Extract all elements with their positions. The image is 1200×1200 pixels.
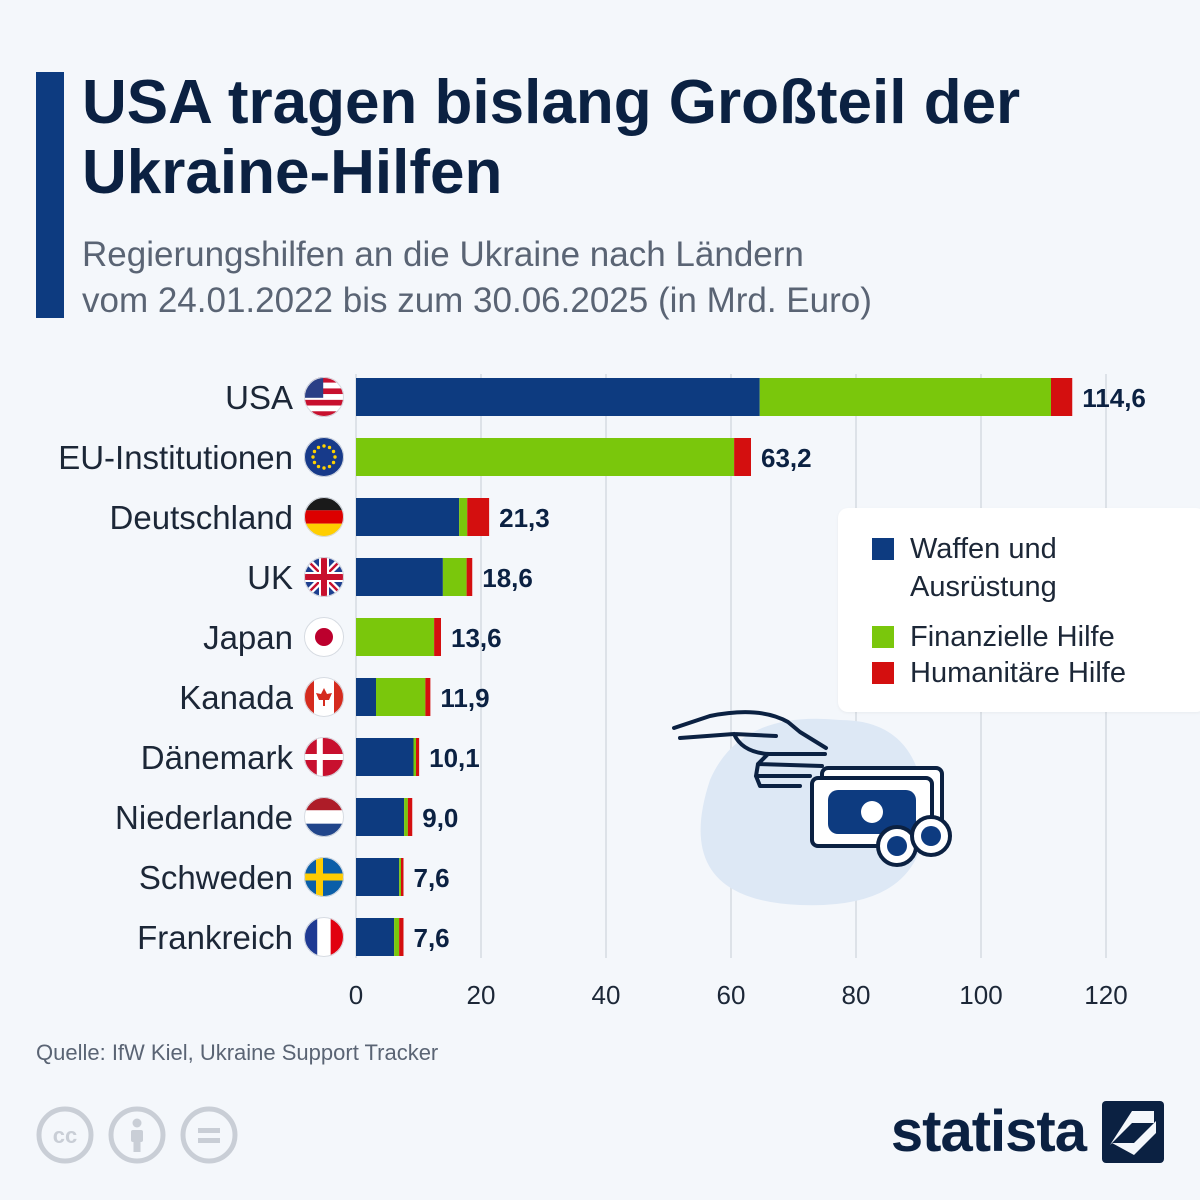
value-label-8: 7,6 [414, 863, 450, 893]
bar-2-series-2 [467, 498, 490, 536]
subtitle-line-2: vom 24.01.2022 bis zum 30.06.2025 (in Mr… [82, 281, 872, 320]
attribution-icon[interactable] [108, 1106, 166, 1164]
banknote-dot [861, 801, 883, 823]
value-label-4: 13,6 [451, 623, 502, 653]
bar-6-series-0 [356, 738, 414, 776]
x-tick-label-20: 20 [467, 980, 496, 1010]
legend-label-waffen: Waffen und Ausrüstung [910, 533, 1057, 603]
x-tick-label-0: 0 [349, 980, 363, 1010]
category-label-5: Kanada [179, 679, 293, 716]
x-tick-label-40: 40 [592, 980, 621, 1010]
flag-uk-icon [304, 557, 344, 597]
x-tick-label-60: 60 [717, 980, 746, 1010]
bar-5-series-0 [356, 678, 376, 716]
coin-1-center [887, 836, 907, 856]
legend: Waffen und Ausrüstung Finanzielle Hilfe … [838, 508, 1200, 712]
flag-sweden-icon [304, 857, 344, 897]
bar-3-series-1 [442, 558, 467, 596]
source-note: Quelle: IfW Kiel, Ukraine Support Tracke… [36, 1040, 439, 1065]
x-tick-label-100: 100 [959, 980, 1002, 1010]
bar-1-series-2 [734, 438, 751, 476]
legend-item-finanz: Finanzielle Hilfe [872, 618, 1180, 656]
value-label-0: 114,6 [1082, 383, 1146, 413]
bar-6-series-1 [413, 738, 416, 776]
chart-subtitle: Regierungshilfen an die Ukraine nach Län… [82, 232, 1162, 324]
flag-eu-icon [304, 437, 344, 477]
bar-7-series-1 [404, 798, 408, 836]
bar-3-series-2 [466, 558, 473, 596]
bar-1-series-1 [356, 438, 735, 476]
bar-0-series-1 [759, 378, 1051, 416]
legend-swatch-humanitaer [872, 662, 894, 684]
legend-swatch-waffen [872, 538, 894, 560]
brand-wordmark: statista [890, 1099, 1087, 1164]
bar-7-series-0 [356, 798, 405, 836]
bar-3-series-0 [356, 558, 443, 596]
legend-item-waffen: Waffen und Ausrüstung [872, 530, 1180, 606]
legend-swatch-finanz [872, 626, 894, 648]
bar-7-series-2 [407, 798, 413, 836]
stacked-bar-chart: 0 20 40 60 80 100 120 USA 114,6 EU-Institutionen 6… [58, 374, 1146, 1010]
category-label-8: Schweden [139, 859, 293, 896]
bar-6-series-2 [416, 738, 420, 776]
bars [356, 378, 1073, 956]
license-icons: cc [36, 1106, 238, 1164]
bar-5-series-2 [425, 678, 431, 716]
bar-5-series-1 [376, 678, 426, 716]
chart-title: USA tragen bislang Großteil der Ukraine-… [82, 68, 1021, 207]
bar-8-series-2 [401, 858, 404, 896]
coin-2-center [921, 826, 941, 846]
flag-denmark-icon [304, 737, 344, 777]
value-label-7: 9,0 [422, 803, 458, 833]
bar-9-series-2 [399, 918, 404, 956]
category-label-4: Japan [203, 619, 293, 656]
category-label-7: Niederlande [115, 799, 293, 836]
bar-4-series-2 [434, 618, 441, 656]
value-label-5: 11,9 [440, 683, 489, 713]
flag-japan-icon [304, 617, 344, 657]
value-label-6: 10,1 [429, 743, 480, 773]
flags [304, 377, 344, 957]
statista-logo-icon [1102, 1100, 1164, 1163]
category-label-1: EU-Institutionen [58, 439, 293, 476]
category-label-0: USA [225, 379, 293, 416]
bar-9-series-0 [356, 918, 395, 956]
accent-bar [36, 72, 64, 318]
bar-8-series-1 [399, 858, 401, 896]
category-label-9: Frankreich [137, 919, 293, 956]
legend-item-humanitaer: Humanitäre Hilfe [872, 654, 1180, 692]
bar-0-series-0 [356, 378, 760, 416]
bar-0-series-2 [1051, 378, 1073, 416]
bar-8-series-0 [356, 858, 400, 896]
flag-canada-icon [304, 677, 344, 717]
legend-label-humanitaer: Humanitäre Hilfe [910, 657, 1126, 689]
value-label-3: 18,6 [482, 563, 533, 593]
statista-brand[interactable]: statista [891, 1098, 1164, 1165]
value-label-2: 21,3 [499, 503, 550, 533]
money-hand-illustration [650, 690, 990, 920]
svg-text:cc: cc [53, 1123, 77, 1148]
legend-label-finanz: Finanzielle Hilfe [910, 621, 1115, 653]
x-tick-label-120: 120 [1084, 980, 1127, 1010]
bar-9-series-1 [394, 918, 400, 956]
category-label-6: Dänemark [141, 739, 294, 776]
bar-2-series-1 [459, 498, 468, 536]
labels: 0 20 40 60 80 100 120 USA 114,6 EU-Institutionen 6… [58, 379, 1146, 1010]
hand-outline [672, 710, 828, 788]
no-derivatives-icon[interactable] [180, 1106, 238, 1164]
bar-2-series-0 [356, 498, 460, 536]
category-label-2: Deutschland [110, 499, 293, 536]
value-label-9: 7,6 [414, 923, 450, 953]
subtitle-line-1: Regierungshilfen an die Ukraine nach Län… [82, 235, 804, 274]
value-label-1: 63,2 [761, 443, 812, 473]
bar-4-series-1 [356, 618, 435, 656]
category-label-3: UK [247, 559, 293, 596]
x-tick-label-80: 80 [842, 980, 871, 1010]
cc-icon[interactable]: cc [36, 1106, 94, 1164]
